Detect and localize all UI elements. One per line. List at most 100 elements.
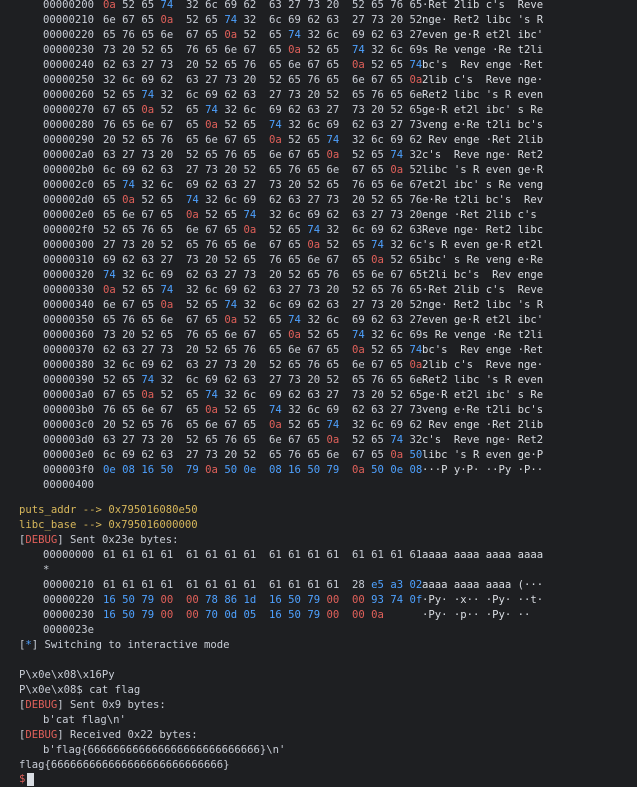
hexdump-address: 000002a0 xyxy=(43,149,95,161)
hexdump-row: 00000380 32 6c 69 62 63 27 73 20 52 65 76… xyxy=(43,358,543,373)
hexdump-ascii: et2l ibc' s Re veng xyxy=(422,179,544,191)
hexdump-ascii: ·Py· ·p·· ·Py· ·· xyxy=(422,609,531,621)
hexdump-address: 000003e0 xyxy=(43,449,95,461)
debug-sent-line-2: [DEBUG] Sent 0x9 bytes: xyxy=(19,699,166,711)
hexdump-address: 00000240 xyxy=(43,59,95,71)
hexdump-address: 00000320 xyxy=(43,269,95,281)
hexdump-address: 00000210 xyxy=(43,579,95,591)
input-line[interactable]: $ xyxy=(19,772,35,787)
hexdump-ascii: c's Reve nge· Ret2 xyxy=(422,149,544,161)
hexdump-row: 00000230 73 20 52 65 76 65 6e 67 65 0a 52… xyxy=(43,43,543,58)
hexdump-row: 00000000 61 61 61 61 61 61 61 61 61 61 61… xyxy=(43,548,543,563)
hexdump-ascii: 2lib c's Reve nge· xyxy=(422,74,544,86)
hexdump-address: 00000230 xyxy=(43,609,95,621)
hexdump-bytes: 0a 52 65 74 32 6c 69 62 63 27 73 20 52 6… xyxy=(103,284,423,296)
hexdump-bytes: 62 63 27 73 20 52 65 76 65 6e 67 65 0a 5… xyxy=(103,344,423,356)
hexdump-row: 00000370 62 63 27 73 20 52 65 76 65 6e 67… xyxy=(43,343,543,358)
hexdump-address: 000002b0 xyxy=(43,164,95,176)
hexdump-bytes: 6c 69 62 63 27 73 20 52 65 76 65 6e 67 6… xyxy=(103,449,423,461)
hexdump-bytes: 76 65 6e 67 65 0a 52 65 74 32 6c 69 62 6… xyxy=(103,119,423,131)
hexdump-row: 0000023e xyxy=(43,623,94,638)
hexdump-row: 00000240 62 63 27 73 20 52 65 76 65 6e 67… xyxy=(43,58,543,73)
hexdump-row: 00000230 16 50 79 00 00 70 0d 05 16 50 79… xyxy=(43,608,530,623)
hexdump-ascii: ·Ret 2lib c's Reve xyxy=(422,0,544,11)
hexdump-address: 000002f0 xyxy=(43,224,95,236)
hexdump-bytes: 65 6e 67 65 0a 52 65 74 32 6c 69 62 63 2… xyxy=(103,209,423,221)
hexdump-row: 000002b0 6c 69 62 63 27 73 20 52 65 76 65… xyxy=(43,163,543,178)
hexdump-address: 000003a0 xyxy=(43,389,95,401)
hexdump-bytes: 0e 08 16 50 79 0a 50 0e 08 16 50 79 0a 5… xyxy=(103,464,423,476)
hexdump-row: 00000400 xyxy=(43,478,94,493)
hexdump-bytes: 6e 67 65 0a 52 65 74 32 6c 69 62 63 27 7… xyxy=(103,299,423,311)
hexdump-bytes: 32 6c 69 62 63 27 73 20 52 65 76 65 6e 6… xyxy=(103,359,423,371)
debug-tag: DEBUG xyxy=(25,729,58,741)
hexdump-row: 000002c0 65 74 32 6c 69 62 63 27 73 20 52… xyxy=(43,178,543,193)
hexdump-row: 000003c0 20 52 65 76 65 6e 67 65 0a 52 65… xyxy=(43,418,543,433)
hexdump-ascii: t2li bc's Rev enge xyxy=(422,269,544,281)
received-payload: b'flag{666666666666666666666666666}\n' xyxy=(43,744,286,756)
hexdump-address: 00000390 xyxy=(43,374,95,386)
hexdump-address: 00000290 xyxy=(43,134,95,146)
hexdump-row: 00000210 6e 67 65 0a 52 65 74 32 6c 69 62… xyxy=(43,13,543,28)
hexdump-address: 000002d0 xyxy=(43,194,95,206)
hexdump-ascii: ···P y·P· ··Py ·P·· xyxy=(422,464,544,476)
hexdump-row: 00000280 76 65 6e 67 65 0a 52 65 74 32 6c… xyxy=(43,118,543,133)
debug-sent-text: Sent 0x23e bytes: xyxy=(63,534,179,546)
command-prefix: P\x0e\x08 xyxy=(19,684,77,696)
hexdump-ascii: libc 's R even ge·R xyxy=(422,164,544,176)
hexdump-row: 000003e0 6c 69 62 63 27 73 20 52 65 76 65… xyxy=(43,448,543,463)
hexdump-bytes: 67 65 0a 52 65 74 32 6c 69 62 63 27 73 2… xyxy=(103,104,423,116)
hexdump-ascii: s Re venge ·Re t2li xyxy=(422,44,544,56)
hexdump-bytes: 20 52 65 76 65 6e 67 65 0a 52 65 74 32 6… xyxy=(103,419,423,431)
hexdump-address: 00000360 xyxy=(43,329,95,341)
hexdump-bytes: 65 0a 52 65 74 32 6c 69 62 63 27 73 20 5… xyxy=(103,194,423,206)
sent-payload: b'cat flag\n' xyxy=(43,714,126,726)
hexdump-ascii: s Re venge ·Re t2li xyxy=(422,329,544,341)
puts-addr-label: puts_addr xyxy=(19,504,77,516)
info-tag: * xyxy=(25,639,32,651)
hexdump-ascii: Ret2 libc 's R even xyxy=(422,89,544,101)
hexdump-row: 00000300 27 73 20 52 65 76 65 6e 67 65 0a… xyxy=(43,238,543,253)
hexdump-row: * xyxy=(43,563,49,578)
hexdump-address: 00000400 xyxy=(43,479,95,491)
hexdump-address: 00000250 xyxy=(43,74,95,86)
command-line: P\x0e\x08$ cat flag xyxy=(19,683,140,698)
hexdump-row: 00000360 73 20 52 65 76 65 6e 67 65 0a 52… xyxy=(43,328,543,343)
hexdump-ascii: Ret2 libc 's R even xyxy=(422,374,544,386)
hexdump-ascii: ·Ret 2lib c's Reve xyxy=(422,284,544,296)
hexdump-row: 000003b0 76 65 6e 67 65 0a 52 65 74 32 6c… xyxy=(43,403,543,418)
hexdump-bytes: 63 27 73 20 52 65 76 65 6e 67 65 0a 52 6… xyxy=(103,434,423,446)
hexdump-row: 000003f0 0e 08 16 50 79 0a 50 0e 08 16 50… xyxy=(43,463,543,478)
switching-line: [*] Switching to interactive mode xyxy=(19,639,230,651)
hexdump-ascii: aaaa aaaa aaaa aaaa xyxy=(422,549,544,561)
hexdump-row: 00000390 52 65 74 32 6c 69 62 63 27 73 20… xyxy=(43,373,543,388)
hexdump-ascii: libc 's R even ge·P xyxy=(422,449,544,461)
hexdump-ascii: ibc' s Re veng e·Re xyxy=(422,254,544,266)
hexdump-row: 000003d0 63 27 73 20 52 65 76 65 6e 67 65… xyxy=(43,433,543,448)
hexdump-bytes: 65 76 65 6e 67 65 0a 52 65 74 32 6c 69 6… xyxy=(103,314,423,326)
command-prompt: $ xyxy=(76,684,83,696)
hexdump-ascii: ge·R et2l ibc' s Re xyxy=(422,389,544,401)
hexdump-address: 00000230 xyxy=(43,44,95,56)
hexdump-bytes: 16 50 79 00 00 78 86 1d 16 50 79 00 00 9… xyxy=(103,594,423,606)
hexdump-row: 000002a0 63 27 73 20 52 65 76 65 6e 67 65… xyxy=(43,148,543,163)
hexdump-bytes: 61 61 61 61 61 61 61 61 61 61 61 61 61 6… xyxy=(103,549,423,561)
hexdump-address: 00000210 xyxy=(43,14,95,26)
hexdump-address: 00000340 xyxy=(43,299,95,311)
hexdump-bytes: 6e 67 65 0a 52 65 74 32 6c 69 62 63 27 7… xyxy=(103,14,423,26)
hexdump-bytes: 73 20 52 65 76 65 6e 67 65 0a 52 65 74 3… xyxy=(103,44,423,56)
hexdump-bytes: 52 65 76 65 6e 67 65 0a 52 65 74 32 6c 6… xyxy=(103,224,423,236)
hexdump-bytes: 74 32 6c 69 62 63 27 73 20 52 65 76 65 6… xyxy=(103,269,423,281)
hexdump-row: 00000220 16 50 79 00 00 78 86 1d 16 50 79… xyxy=(43,593,543,608)
hexdump-bytes: 52 65 74 32 6c 69 62 63 27 73 20 52 65 7… xyxy=(103,374,423,386)
hexdump-ascii: 's R even ge·R et2l xyxy=(422,239,544,251)
hexdump-row: 00000250 32 6c 69 62 63 27 73 20 52 65 76… xyxy=(43,73,543,88)
hexdump-address: 000003b0 xyxy=(43,404,95,416)
hexdump-address: 00000270 xyxy=(43,104,95,116)
hexdump-bytes: 52 65 74 32 6c 69 62 63 27 73 20 52 65 7… xyxy=(103,89,423,101)
hexdump-ascii: veng e·Re t2li bc's xyxy=(422,404,544,416)
hexdump-bytes: 76 65 6e 67 65 0a 52 65 74 32 6c 69 62 6… xyxy=(103,404,423,416)
debug-tag: DEBUG xyxy=(25,534,58,546)
hexdump-bytes: 32 6c 69 62 63 27 73 20 52 65 76 65 6e 6… xyxy=(103,74,423,86)
